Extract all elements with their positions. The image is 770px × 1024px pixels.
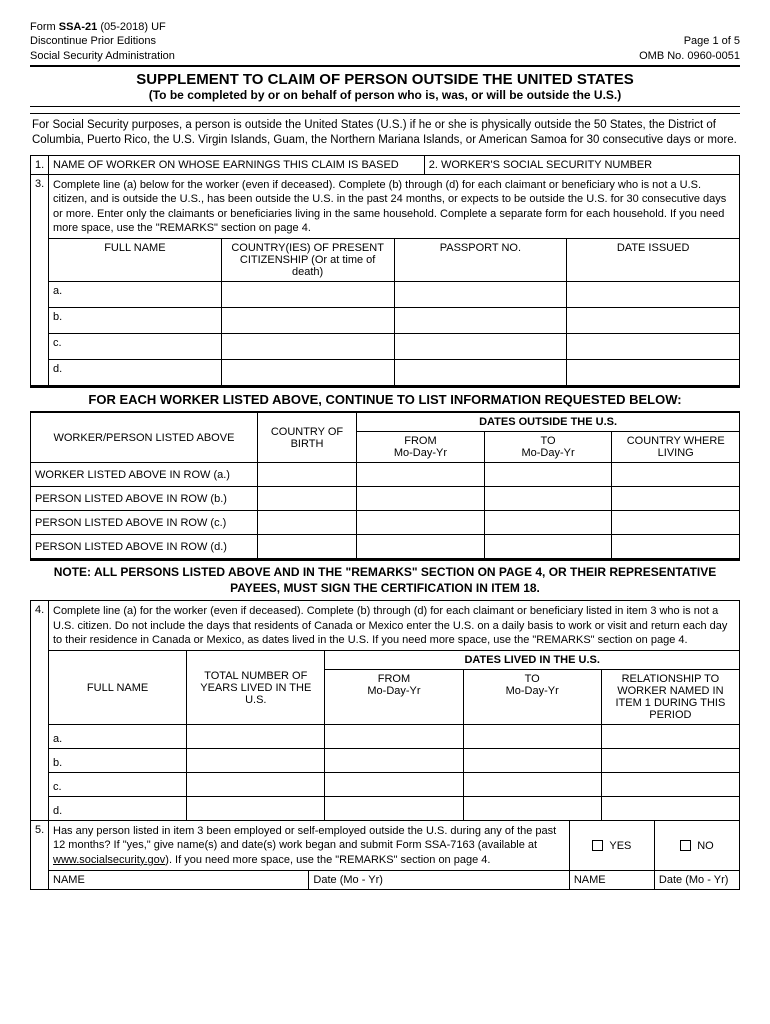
q5-number: 5. xyxy=(31,821,49,889)
t2-row-b[interactable]: PERSON LISTED ABOVE IN ROW (b.) xyxy=(31,487,258,511)
checkbox-no[interactable] xyxy=(680,840,691,851)
t2-row-a[interactable]: WORKER LISTED ABOVE IN ROW (a.) xyxy=(31,463,258,487)
q4-col-years: TOTAL NUMBER OF YEARS LIVED IN THE U.S. xyxy=(187,651,325,725)
q3-row-b[interactable]: b. xyxy=(49,308,222,334)
form-subtitle: (To be completed by or on behalf of pers… xyxy=(30,88,740,102)
q4-col-fullname: FULL NAME xyxy=(49,651,187,725)
q3-instructions: Complete line (a) below for the worker (… xyxy=(49,175,740,239)
q3-row-c[interactable]: c. xyxy=(49,334,222,360)
t2-col-to: TO Mo-Day-Yr xyxy=(484,432,612,463)
q3-row-d[interactable]: d. xyxy=(49,360,222,386)
q4-col-relation: RELATIONSHIP TO WORKER NAMED IN ITEM 1 D… xyxy=(601,670,739,725)
q5-date2-label[interactable]: Date (Mo - Yr) xyxy=(654,871,739,890)
q5-name2-label[interactable]: NAME xyxy=(569,871,654,890)
q4-row-a[interactable]: a. xyxy=(49,725,187,749)
q5-name1-label[interactable]: NAME xyxy=(49,871,309,890)
q1-number: 1. xyxy=(31,155,49,174)
form-revision: (05-2018) UF xyxy=(100,21,165,33)
q3-col-date: DATE ISSUED xyxy=(567,239,740,282)
t2-row-d[interactable]: PERSON LISTED ABOVE IN ROW (d.) xyxy=(31,535,258,559)
intro-text: For Social Security purposes, a person i… xyxy=(30,113,740,155)
q4-col-dates-header: DATES LIVED IN THE U.S. xyxy=(325,651,740,670)
q5-no-cell[interactable]: NO xyxy=(654,821,739,870)
page-number: Page 1 of 5 xyxy=(639,34,740,48)
form-title: SUPPLEMENT TO CLAIM OF PERSON OUTSIDE TH… xyxy=(30,71,740,88)
form-label: Form xyxy=(30,21,56,33)
q3-table: 3. Complete line (a) below for the worke… xyxy=(30,175,740,386)
q5-yes-cell[interactable]: YES xyxy=(569,821,654,870)
t2-col-birth: COUNTRY OF BIRTH xyxy=(257,413,356,463)
q1-q2-table: 1. NAME OF WORKER ON WHOSE EARNINGS THIS… xyxy=(30,155,740,175)
q4-number: 4. xyxy=(31,601,49,821)
q5-link: www.socialsecurity.gov xyxy=(53,854,165,866)
discontinue-text: Discontinue Prior Editions xyxy=(30,34,175,48)
omb-number: OMB No. 0960-0051 xyxy=(639,49,740,63)
t2-col-country: COUNTRY WHERE LIVING xyxy=(612,432,740,463)
q5-date1-label[interactable]: Date (Mo - Yr) xyxy=(309,871,569,890)
q1-label: NAME OF WORKER ON WHOSE EARNINGS THIS CL… xyxy=(49,155,425,174)
q4-row-d[interactable]: d. xyxy=(49,797,187,821)
q4-col-from: FROM Mo-Day-Yr xyxy=(325,670,463,725)
t2-col-from: FROM Mo-Day-Yr xyxy=(357,432,485,463)
q4-instructions: Complete line (a) for the worker (even i… xyxy=(49,601,740,651)
form-number: SSA-21 xyxy=(59,21,98,33)
section2-header: FOR EACH WORKER LISTED ABOVE, CONTINUE T… xyxy=(30,386,740,412)
q2-label: 2. WORKER'S SOCIAL SECURITY NUMBER xyxy=(424,155,739,174)
t2-col-person: WORKER/PERSON LISTED ABOVE xyxy=(31,413,258,463)
q4-row-b[interactable]: b. xyxy=(49,749,187,773)
q3-number: 3. xyxy=(31,175,49,386)
t2-col-dates-header: DATES OUTSIDE THE U.S. xyxy=(357,413,740,432)
table2: WORKER/PERSON LISTED ABOVE COUNTRY OF BI… xyxy=(30,412,740,559)
q4-col-to: TO Mo-Day-Yr xyxy=(463,670,601,725)
q3-col-passport: PASSPORT NO. xyxy=(394,239,567,282)
t2-row-c[interactable]: PERSON LISTED ABOVE IN ROW (c.) xyxy=(31,511,258,535)
agency-name: Social Security Administration xyxy=(30,49,175,63)
q3-col-fullname: FULL NAME xyxy=(49,239,222,282)
q3-row-a[interactable]: a. xyxy=(49,282,222,308)
q5-table: 5. Has any person listed in item 3 been … xyxy=(30,821,740,890)
q3-col-citizenship: COUNTRY(IES) OF PRESENT CITIZENSHIP (Or … xyxy=(221,239,394,282)
checkbox-yes[interactable] xyxy=(592,840,603,851)
q4-row-c[interactable]: c. xyxy=(49,773,187,797)
form-header: Form SSA-21 (05-2018) UF Discontinue Pri… xyxy=(30,20,740,63)
q5-text: Has any person listed in item 3 been emp… xyxy=(49,821,570,870)
note-text: NOTE: ALL PERSONS LISTED ABOVE AND IN TH… xyxy=(30,559,740,600)
q4-table: 4. Complete line (a) for the worker (eve… xyxy=(30,600,740,821)
